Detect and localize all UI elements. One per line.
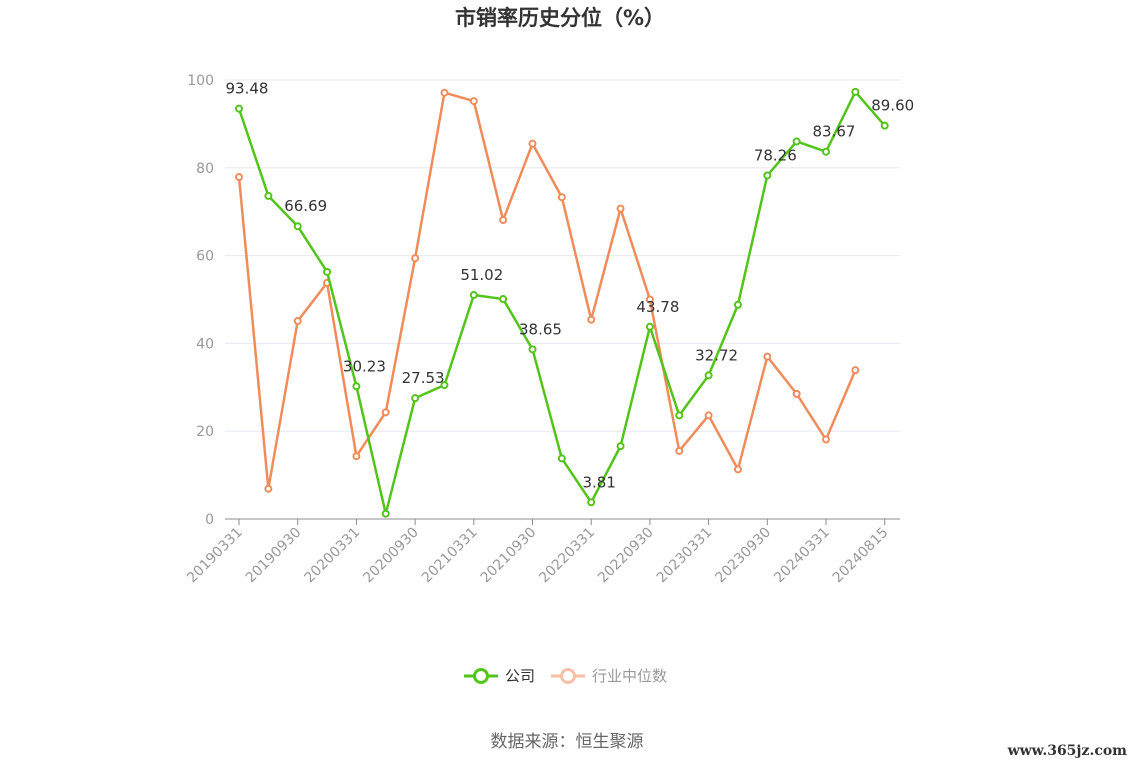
industry-point[interactable]	[587, 315, 596, 324]
y-tick-label: 80	[196, 161, 214, 177]
industry-point[interactable]	[264, 484, 273, 493]
industry-point[interactable]	[381, 408, 390, 417]
company-point[interactable]	[235, 104, 243, 113]
company-data-label: 32.72	[695, 346, 738, 364]
industry-point[interactable]	[469, 97, 478, 106]
company-data-label: 66.69	[284, 197, 327, 215]
industry-point[interactable]	[704, 411, 713, 420]
legend-industry-marker	[560, 668, 576, 684]
company-point[interactable]	[352, 382, 361, 391]
company-point[interactable]	[264, 191, 273, 200]
industry-point[interactable]	[440, 88, 449, 97]
x-axis: 2019033120190930202003312020093020210331…	[184, 518, 900, 587]
company-point[interactable]	[469, 291, 478, 300]
industry-point[interactable]	[235, 173, 243, 182]
company-point[interactable]	[587, 498, 596, 507]
company-point[interactable]	[528, 345, 537, 354]
company-point[interactable]	[704, 371, 713, 380]
company-point[interactable]	[822, 147, 830, 156]
series-industry	[235, 88, 860, 493]
company-point[interactable]	[440, 381, 449, 390]
industry-point[interactable]	[528, 139, 537, 148]
legend-item-industry[interactable]: 行业中位数	[551, 667, 667, 685]
company-point[interactable]	[645, 322, 654, 331]
industry-point[interactable]	[851, 366, 860, 375]
y-axis-ticks: 0 20 40 60 80 100	[187, 73, 214, 528]
industry-point[interactable]	[792, 389, 801, 398]
company-point[interactable]	[499, 295, 508, 304]
x-tick-label: 20200331	[302, 525, 364, 587]
x-tick-label: 20220930	[595, 525, 657, 587]
data-labels: 93.48 66.69 30.23 27.53 51.02 38.65 3.81 43.78 3…	[226, 80, 915, 492]
company-point[interactable]	[763, 171, 772, 180]
company-data-label: 78.26	[754, 146, 797, 164]
industry-point[interactable]	[616, 204, 625, 213]
x-tick-label: 20230930	[712, 525, 774, 587]
industry-point[interactable]	[645, 295, 654, 304]
legend-company-marker	[473, 668, 489, 684]
company-point[interactable]	[381, 509, 390, 518]
industry-point[interactable]	[675, 446, 684, 455]
company-point[interactable]	[411, 394, 420, 403]
legend-industry-label: 行业中位数	[592, 667, 667, 685]
industry-point[interactable]	[822, 435, 830, 444]
company-point[interactable]	[733, 300, 742, 309]
company-data-label: 83.67	[813, 123, 856, 141]
company-data-label: 89.60	[871, 97, 914, 115]
company-point[interactable]	[557, 454, 566, 463]
legend-company-label: 公司	[505, 667, 535, 685]
x-tick-label: 20210331	[419, 525, 481, 587]
industry-point[interactable]	[557, 193, 566, 202]
x-tick-label: 20220331	[536, 525, 598, 587]
industry-point[interactable]	[763, 352, 772, 361]
industry-point[interactable]	[352, 452, 361, 461]
industry-point[interactable]	[499, 216, 508, 225]
y-tick-label: 0	[205, 512, 214, 528]
x-tick-label: 20200930	[360, 525, 422, 587]
y-tick-label: 60	[196, 249, 214, 265]
company-data-label: 27.53	[402, 369, 445, 387]
company-data-label: 30.23	[343, 357, 386, 375]
x-tick-label: 20230331	[654, 525, 716, 587]
x-tick-label: 20190930	[243, 525, 305, 587]
watermark: www.365jz.com	[1007, 743, 1128, 759]
company-point[interactable]	[323, 267, 332, 276]
chart-title: 市销率历史分位（%）	[455, 6, 665, 30]
industry-point[interactable]	[733, 465, 742, 474]
company-data-label: 38.65	[519, 320, 562, 338]
x-tick-label: 20240815	[830, 525, 892, 587]
source-text: 数据来源：恒生聚源	[491, 732, 644, 752]
company-point[interactable]	[880, 121, 889, 130]
industry-point[interactable]	[411, 254, 420, 263]
company-data-label: 93.48	[226, 80, 269, 98]
company-data-label: 51.02	[460, 266, 503, 284]
company-point[interactable]	[616, 442, 625, 451]
y-tick-label: 20	[196, 424, 214, 440]
y-tick-label: 100	[187, 73, 214, 89]
company-point[interactable]	[675, 411, 684, 420]
legend-item-company[interactable]: 公司	[464, 667, 535, 685]
x-tick-label: 20240331	[771, 525, 833, 587]
gridlines	[225, 79, 900, 432]
company-data-label: 43.78	[636, 298, 679, 316]
legend: 公司 行业中位数	[464, 667, 667, 685]
x-tick-label: 20190331	[184, 525, 246, 587]
industry-point[interactable]	[293, 317, 302, 326]
x-tick-label: 20210930	[478, 525, 540, 587]
company-point[interactable]	[293, 222, 302, 231]
industry-line	[237, 91, 857, 490]
series-company	[235, 87, 889, 518]
company-point[interactable]	[851, 87, 860, 96]
company-data-label: 3.81	[582, 473, 615, 491]
company-point[interactable]	[792, 137, 801, 146]
y-tick-label: 40	[196, 336, 214, 352]
